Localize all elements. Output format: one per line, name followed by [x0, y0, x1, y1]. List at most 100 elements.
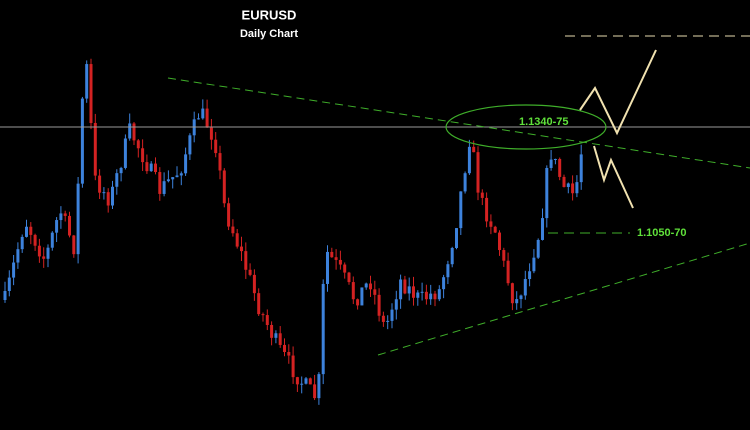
candle-body: [571, 183, 575, 194]
candle-body: [20, 236, 24, 250]
candle-body: [536, 239, 540, 258]
candle-body: [244, 251, 248, 270]
candle-body: [308, 378, 312, 385]
candle-body: [407, 286, 411, 294]
candle-body: [446, 264, 450, 278]
candle-body: [93, 122, 97, 176]
candle-body: [343, 264, 347, 273]
candle-body: [188, 135, 192, 155]
candle-body: [68, 215, 71, 236]
candle-body: [89, 64, 93, 123]
candle-body: [123, 138, 127, 168]
candle-body: [119, 167, 123, 174]
candle-body: [541, 218, 544, 240]
candle-body: [270, 324, 274, 338]
candle-body: [80, 98, 84, 184]
candle-body: [304, 378, 308, 384]
candle-body: [399, 279, 403, 300]
candle-body: [257, 293, 261, 315]
candle-body: [562, 176, 566, 187]
candle-body: [252, 274, 256, 294]
candle-body: [179, 173, 183, 176]
candle-body: [3, 291, 7, 300]
candle-body: [50, 232, 54, 248]
candle-body: [205, 108, 209, 128]
candle-body: [295, 377, 299, 385]
candle-body: [248, 269, 252, 275]
candle-body: [283, 344, 286, 352]
bullish-path: [579, 49, 657, 136]
candle-body: [287, 351, 291, 356]
candle-body: [166, 179, 170, 182]
candle-body: [364, 283, 368, 288]
candle-body: [424, 291, 428, 300]
candle-body: [291, 355, 295, 378]
candle-body: [321, 283, 325, 375]
candle-body: [476, 152, 480, 193]
candle-body: [485, 197, 489, 222]
resistance-ellipse: [445, 104, 607, 150]
candle-body: [403, 279, 407, 294]
candle-body: [394, 299, 398, 310]
candle-body: [515, 299, 519, 304]
chart-subtitle: Daily Chart: [240, 28, 298, 40]
candle-body: [450, 247, 454, 265]
candle-body: [102, 192, 106, 194]
support-label: 1.1050-70: [637, 227, 687, 239]
candle-body: [360, 287, 364, 306]
candle-body: [222, 170, 226, 204]
candle-body: [25, 226, 28, 237]
candle-body: [265, 315, 269, 325]
candle-body: [59, 213, 63, 221]
candle-body: [145, 162, 149, 172]
candle-body: [162, 181, 166, 194]
candle-body: [498, 232, 501, 251]
candle-body: [231, 226, 235, 234]
candle-body: [506, 260, 510, 284]
candle-body: [209, 127, 213, 140]
candle-body: [437, 289, 441, 300]
candle-body: [493, 226, 497, 233]
candle-body: [76, 183, 80, 255]
candle-body: [467, 146, 471, 174]
candle-body: [128, 123, 132, 139]
candle-body: [33, 234, 37, 246]
candle-body: [553, 158, 557, 160]
candle-body: [115, 173, 119, 187]
candle-body: [455, 228, 458, 248]
candle-body: [37, 245, 41, 257]
candle-body: [390, 309, 394, 321]
candle-body: [347, 272, 351, 283]
candle-body: [326, 251, 329, 284]
candle-body: [558, 158, 562, 177]
candle-body: [377, 294, 381, 316]
candle-body: [300, 383, 304, 385]
candle-body: [459, 191, 463, 229]
candle-body: [261, 314, 265, 316]
candle-body: [480, 192, 484, 198]
candle-body: [532, 257, 536, 272]
candle-body: [338, 259, 342, 265]
candle-body: [549, 159, 553, 168]
candle-body: [351, 282, 355, 300]
candle-body: [184, 154, 188, 174]
candle-body: [16, 249, 20, 263]
resistance-label: 1.1340-75: [519, 116, 569, 128]
candle-body: [227, 203, 231, 227]
candle-body: [463, 173, 467, 192]
candle-body: [55, 220, 59, 233]
candle-body: [201, 108, 205, 119]
chart-title: EURUSD: [242, 7, 297, 22]
candle-body: [519, 295, 523, 300]
candle-body: [278, 333, 282, 345]
candle-body: [72, 235, 76, 255]
candle-body: [158, 172, 162, 194]
candle-body: [545, 167, 549, 219]
candle-body: [218, 153, 222, 171]
candle-body: [412, 286, 415, 298]
candle-body: [29, 226, 33, 235]
candle-body: [528, 271, 532, 280]
candle-body: [433, 293, 437, 300]
candle-body: [63, 213, 67, 216]
candle-body: [416, 292, 420, 298]
